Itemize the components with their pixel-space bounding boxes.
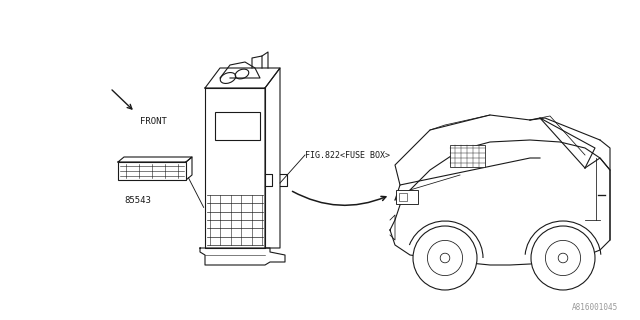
Circle shape bbox=[531, 226, 595, 290]
Text: FIG.822<FUSE BOX>: FIG.822<FUSE BOX> bbox=[305, 150, 390, 159]
Circle shape bbox=[413, 226, 477, 290]
Text: 85543: 85543 bbox=[125, 196, 152, 205]
Polygon shape bbox=[205, 68, 280, 88]
Text: A816001045: A816001045 bbox=[572, 303, 618, 312]
Polygon shape bbox=[265, 68, 280, 248]
Bar bbox=[396, 190, 418, 204]
Bar bbox=[450, 145, 485, 167]
Bar bbox=[215, 112, 260, 140]
Polygon shape bbox=[205, 88, 265, 248]
FancyArrowPatch shape bbox=[292, 191, 386, 205]
Text: FRONT: FRONT bbox=[140, 117, 167, 126]
Bar bbox=[399, 193, 407, 201]
Polygon shape bbox=[186, 157, 192, 180]
Bar bbox=[118, 162, 186, 180]
Polygon shape bbox=[118, 157, 192, 162]
